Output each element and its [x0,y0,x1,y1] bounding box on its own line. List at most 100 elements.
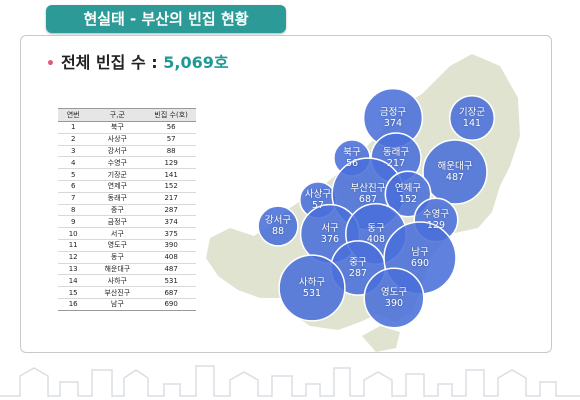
bubble-label: 서구 376 [321,223,339,245]
row-district: 강서구 [88,145,147,158]
vacancy-table: 연번 구,군 빈집 수(호) 1 북구 56 2 사상구 57 3 강서구 88 4 수영구 129 5… [58,108,196,311]
table-row: 14 사하구 531 [58,274,196,288]
row-number: 12 [58,251,89,264]
bubble-region-name: 사하구 [298,277,326,288]
row-count: 531 [146,274,196,288]
row-number: 10 [58,227,89,240]
row-count: 287 [146,204,196,217]
table-header-row: 연번 구,군 빈집 수(호) [58,108,196,122]
bubble-label: 영도구 390 [381,287,407,309]
row-district: 동래구 [88,192,147,205]
row-district: 기장군 [88,168,147,181]
bubble-16 [363,267,425,329]
page-title: 현실태 - 부산의 빈집 현황 [46,5,286,33]
row-number: 9 [58,215,89,229]
row-district: 연제구 [88,180,147,193]
headline-label: 전체 빈집 수 : [60,53,158,72]
bubble-label: 남구 690 [411,247,429,269]
bubble-label: 수영구 129 [423,209,449,231]
row-count: 141 [146,168,196,181]
row-count: 687 [146,286,196,299]
bubble-group [257,87,496,329]
bubble-region-name: 남구 [411,247,429,258]
row-number: 2 [58,133,89,146]
row-number: 16 [58,298,89,311]
bubble-label: 중구 287 [349,257,367,279]
bubble-label: 금정구 374 [380,107,406,129]
bubble-region-name: 해운대구 [437,161,473,172]
table-row: 3 강서구 88 [58,145,196,158]
bubble-15 [278,254,346,322]
bubble-label: 강서구 88 [265,215,291,237]
row-district: 해운대구 [88,263,147,276]
bubble-value: 531 [302,288,322,299]
row-district: 수영구 [88,156,147,170]
table-row: 6 연제구 152 [58,180,196,193]
table-row: 1 북구 56 [58,121,196,134]
bubble-region-name: 수영구 [422,209,450,220]
table-row: 11 영도구 390 [58,239,196,252]
city-skyline-decoration [0,365,580,397]
row-number: 8 [58,204,89,217]
header-no: 연번 [58,108,89,122]
bubble-value: 390 [384,298,404,309]
table-row: 15 부산진구 687 [58,286,196,299]
bubble-value: 287 [348,268,368,279]
bubble-value: 487 [445,172,465,183]
row-count: 57 [146,133,196,146]
bubble-region-name: 연제구 [394,183,422,194]
bubble-region-name: 서구 [321,223,339,234]
table-row: 4 수영구 129 [58,156,196,170]
row-number: 6 [58,180,89,193]
bubble-value: 56 [345,158,359,169]
bubble-value: 57 [311,200,325,211]
row-count: 374 [146,215,196,229]
bullet-icon: • [46,56,55,72]
row-district: 사하구 [88,274,147,288]
bubble-label: 북구 56 [343,147,360,169]
row-count: 152 [146,180,196,193]
bubble-value: 376 [320,234,340,245]
row-number: 15 [58,286,89,299]
row-count: 56 [146,121,196,134]
row-district: 영도구 [88,239,147,252]
bubble-label: 사상구 57 [305,189,331,211]
total-vacant-headline: • 전체 빈집 수 : 5,069호 [46,49,229,73]
island-shape [362,326,400,352]
bubble-region-name: 북구 [343,147,361,158]
row-number: 1 [58,121,89,134]
busan-bubble-map [206,54,520,352]
bubble-value: 408 [366,234,386,245]
row-number: 13 [58,263,89,276]
header-district: 구,군 [88,108,147,122]
row-count: 88 [146,145,196,158]
row-count: 690 [146,298,196,311]
row-district: 부산진구 [88,286,147,299]
bubble-region-name: 사상구 [304,189,332,200]
table-row: 2 사상구 57 [58,133,196,146]
row-district: 서구 [88,227,147,240]
bubble-label: 기장군 141 [459,107,485,129]
table-row: 5 기장군 141 [58,168,196,181]
bubble-value: 690 [410,258,430,269]
bubble-value: 217 [386,158,406,169]
bubble-label: 사하구 531 [299,277,325,299]
table-row: 7 동래구 217 [58,192,196,205]
row-count: 375 [146,227,196,240]
bubble-value: 141 [462,118,482,129]
row-number: 11 [58,239,89,252]
row-count: 390 [146,239,196,252]
table-row: 13 해운대구 487 [58,263,196,276]
row-count: 408 [146,251,196,264]
header-count: 빈집 수(호) [146,108,196,122]
bubble-region-name: 기장군 [458,107,486,118]
bubble-region-name: 부산진구 [350,183,386,194]
table-row: 12 동구 408 [58,251,196,264]
row-district: 동구 [88,251,147,264]
bubble-label: 연제구 152 [395,183,421,205]
bubble-9 [257,205,299,247]
row-district: 사상구 [88,133,147,146]
bubble-value: 88 [271,226,285,237]
bubble-value: 374 [383,118,403,129]
bubble-region-name: 강서구 [264,215,292,226]
